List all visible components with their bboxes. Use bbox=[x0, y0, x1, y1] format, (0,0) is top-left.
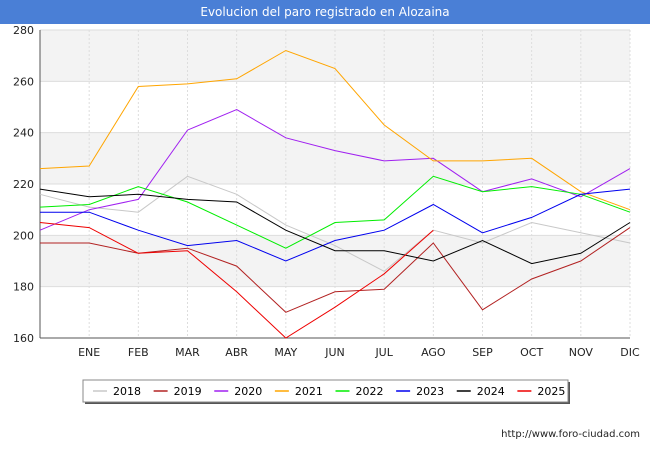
x-tick-label-jun: JUN bbox=[324, 346, 345, 359]
x-tick-label-feb: FEB bbox=[128, 346, 149, 359]
x-tick-label-ago: AGO bbox=[421, 346, 446, 359]
chart-title: Evolucion del paro registrado en Alozain… bbox=[0, 0, 650, 24]
x-tick-label-mar: MAR bbox=[175, 346, 200, 359]
x-tick-label-may: MAY bbox=[274, 346, 297, 359]
y-tick-label-200: 200 bbox=[13, 229, 34, 242]
axes: 160 180 200 220 240 260 280 ENE FEB MAR ABR MAY JUN J… bbox=[13, 24, 640, 359]
legend-label-2021: 2021 bbox=[295, 385, 323, 398]
legend-label-2024: 2024 bbox=[477, 385, 505, 398]
source-url: http://www.foro-ciudad.com bbox=[501, 429, 640, 440]
x-tick-label-nov: NOV bbox=[569, 346, 594, 359]
series-line-2024 bbox=[39, 188, 631, 265]
series-line-2021 bbox=[39, 49, 631, 211]
x-tick-label-dic: DIC bbox=[620, 346, 640, 359]
series-line-2025 bbox=[39, 222, 434, 339]
legend-box bbox=[82, 379, 569, 403]
legend-label-2025: 2025 bbox=[537, 385, 565, 398]
x-tick-label-oct: OCT bbox=[520, 346, 543, 359]
x-tick-label-ene: ENE bbox=[78, 346, 100, 359]
series-line-2018 bbox=[39, 175, 631, 272]
x-tick-label-sep: SEP bbox=[472, 346, 493, 359]
y-tick-label-240: 240 bbox=[13, 127, 34, 140]
legend-label-2023: 2023 bbox=[416, 385, 444, 398]
series-lines bbox=[39, 49, 631, 339]
y-tick-label-260: 260 bbox=[13, 75, 34, 88]
series-line-2023 bbox=[40, 188, 631, 262]
x-tick-label-jul: JUL bbox=[374, 346, 393, 359]
y-tick-label-220: 220 bbox=[13, 178, 34, 191]
legend-label-2020: 2020 bbox=[234, 385, 262, 398]
series-line-2020 bbox=[39, 109, 631, 231]
y-tick-label-160: 160 bbox=[13, 332, 34, 345]
legend-label-2018: 2018 bbox=[113, 385, 141, 398]
series-line-2022 bbox=[39, 175, 631, 249]
x-tick-label-abr: ABR bbox=[225, 346, 248, 359]
legend-label-2019: 2019 bbox=[174, 385, 202, 398]
legend: 2018 2019 2020 2021 2022 2023 2024 2025 bbox=[82, 379, 570, 404]
y-tick-label-280: 280 bbox=[13, 24, 34, 37]
legend-label-2022: 2022 bbox=[356, 385, 384, 398]
y-tick-label-180: 180 bbox=[13, 281, 34, 294]
